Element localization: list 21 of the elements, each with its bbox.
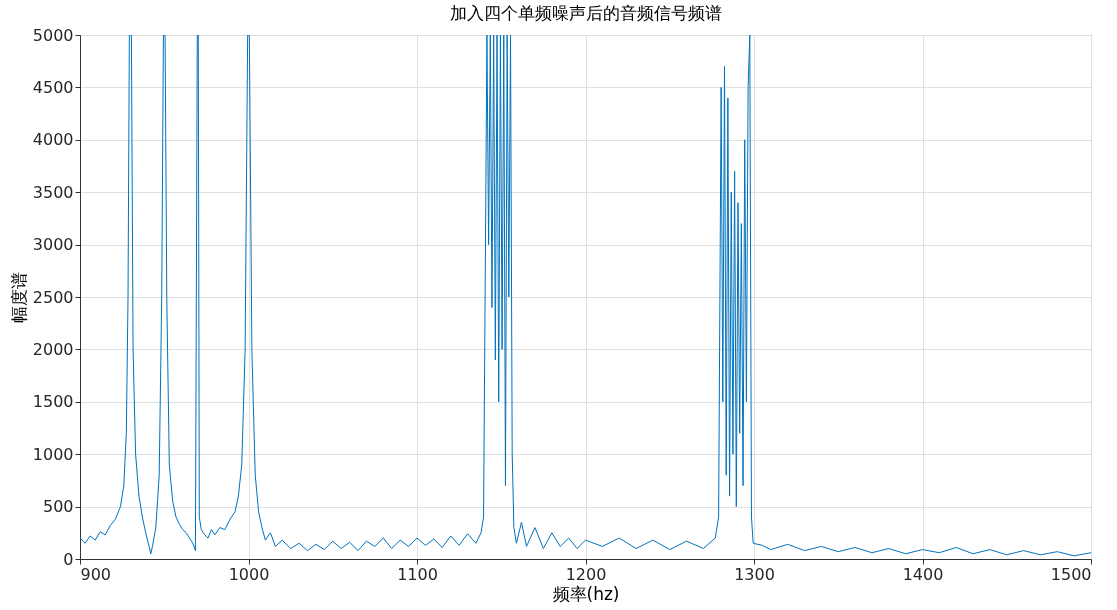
y-axis-title: 幅度谱 [8,272,29,323]
x-tick-label: 1400 [902,564,944,584]
y-tick-label: 3000 [32,235,74,255]
x-tick-label: 900 [80,564,112,584]
y-tick-label: 4000 [32,130,74,150]
y-tick-label: 4500 [32,77,74,97]
x-axis-title: 频率(hz) [552,583,620,604]
x-tick-label: 1500 [1050,564,1092,584]
y-tick-label: 0 [63,549,74,569]
x-tick-label: 1300 [734,564,775,584]
x-tick-label: 1000 [228,564,270,584]
y-tick-label: 5000 [32,25,74,45]
y-tick-label: 1500 [32,392,74,412]
y-tick-label: 2000 [32,339,74,359]
y-tick-label: 2500 [32,287,74,307]
y-tick-label: 3500 [32,182,74,202]
y-tick-label: 500 [42,497,74,517]
y-tick-label: 1000 [32,444,74,464]
x-tick-label: 1100 [397,564,438,584]
chart-title: 加入四个单频噪声后的音频信号频谱 [449,3,722,23]
x-tick-label: 1200 [565,564,607,584]
